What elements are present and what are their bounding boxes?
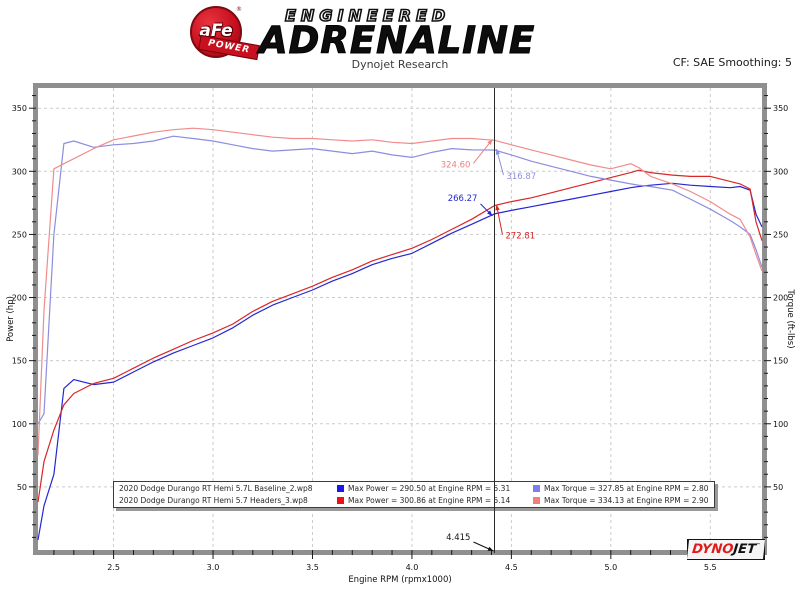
cursor-value-annotation: 324.60 [441,160,471,170]
power-swatch-icon [337,485,344,492]
torque-swatch-icon [533,485,540,492]
svg-text:2.5: 2.5 [107,563,120,572]
svg-text:100: 100 [12,420,27,429]
afe-power-logo: aFe ® POWER ENGINEERED ADRENALINE [185,4,615,63]
cursor-value-annotation: 316.87 [506,172,536,182]
x-axis-label: Engine RPM (rpmx1000) [348,575,451,585]
dynojet-logo-dyno: DYNO [691,542,735,557]
svg-text:350: 350 [773,104,788,113]
power-swatch-icon [337,497,344,504]
svg-text:50: 50 [773,483,783,492]
registered-mark: ® [236,6,242,13]
svg-text:5.5: 5.5 [704,563,717,572]
y-axis-label-power: Power (hp) [6,296,16,342]
chart-title: Dynojet Research [351,58,449,71]
svg-text:3.0: 3.0 [207,563,220,572]
svg-text:3.5: 3.5 [306,563,319,572]
brand-engineered-text: ENGINEERED [284,5,451,26]
curve-baseline-torque-ft-lbs- [37,135,763,425]
torque-swatch-icon [533,497,540,504]
cursor-line[interactable] [493,88,495,553]
plot-frame [33,83,767,555]
svg-text:5.0: 5.0 [604,563,617,572]
svg-text:4.0: 4.0 [406,563,419,572]
cursor-value-annotation: 266.27 [448,194,478,204]
curve-headers-power-hp- [37,169,763,503]
brand-adrenaline-text: ADRENALINE [258,19,536,63]
dynojet-logo: DYNO JET ™ [687,539,765,560]
svg-text:350: 350 [12,104,27,113]
svg-text:200: 200 [773,294,788,303]
cursor-value-annotation: 272.81 [505,232,535,242]
legend-row-baseline: 2020 Dodge Durango RT Hemi 5.7L Baseline… [114,483,714,495]
svg-text:250: 250 [12,230,27,239]
y-axis-label-torque: Torque (ft-lbs) [785,288,795,348]
max-torque-stat: Max Torque = 334.13 at Engine RPM = 2.90 [544,495,709,505]
svg-text:250: 250 [773,230,788,239]
svg-text:100: 100 [773,420,788,429]
max-power-stat: Max Power = 290.50 at Engine RPM = 5.31 [348,483,511,493]
svg-text:300: 300 [12,167,27,176]
series-curves [37,127,763,541]
legend-row-headers: 2020 Dodge Durango RT Hemi 5.7 Headers_3… [114,495,714,507]
svg-text:150: 150 [773,357,788,366]
svg-text:200: 200 [12,294,27,303]
trademark-mark: ™ [756,542,761,547]
run-file-label: 2020 Dodge Durango RT Hemi 5.7 Headers_3… [119,495,308,505]
run-file-label: 2020 Dodge Durango RT Hemi 5.7L Baseline… [119,483,313,493]
svg-text:4.5: 4.5 [505,563,518,572]
correction-factor-label: CF: SAE Smoothing: 5 [672,56,792,69]
cursor-rpm-annotation: 4.415 [446,533,470,543]
max-torque-stat: Max Torque = 327.85 at Engine RPM = 2.80 [544,483,709,493]
svg-text:150: 150 [12,357,27,366]
curve-headers-torque-ft-lbs- [37,127,763,456]
svg-text:300: 300 [773,167,788,176]
legend-box: 2020 Dodge Durango RT Hemi 5.7L Baseline… [113,481,715,508]
svg-text:50: 50 [17,483,27,492]
max-power-stat: Max Power = 300.86 at Engine RPM = 5.14 [348,495,511,505]
dynojet-logo-jet: JET [732,542,757,557]
